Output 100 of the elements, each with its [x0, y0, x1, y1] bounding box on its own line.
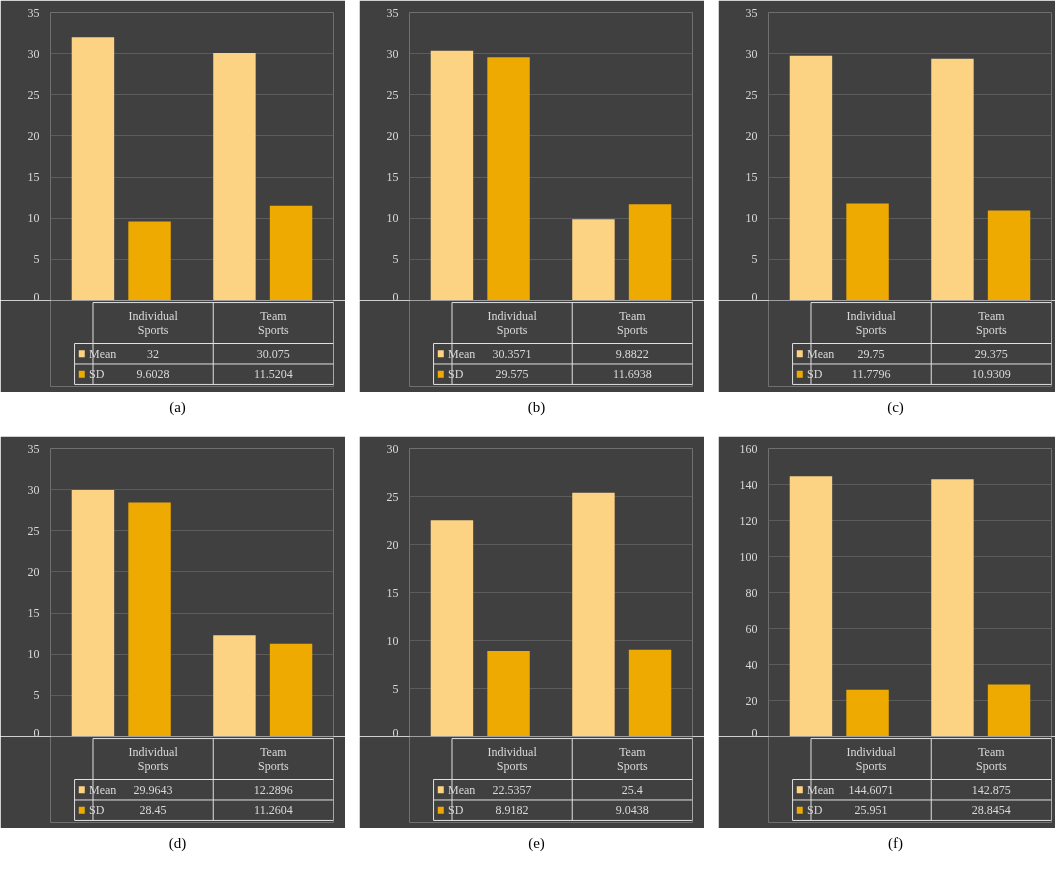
bar [987, 684, 1031, 736]
y-tick-label: 25 [386, 489, 399, 504]
legend-label: Mean [88, 782, 117, 797]
y-tick-label: 40 [745, 657, 758, 672]
y-tick-label: 35 [27, 441, 40, 456]
bar [628, 649, 672, 736]
data-label: 25.4 [621, 782, 643, 797]
y-tick-label: 20 [386, 128, 399, 143]
data-label: 29.575 [495, 367, 529, 382]
text: (b) [527, 398, 546, 417]
y-tick-label: 25 [27, 87, 40, 102]
y-tick-label: 0 [33, 725, 40, 740]
text: (a) [169, 398, 186, 417]
y-tick-label: 15 [386, 585, 399, 600]
data-label: 8.9182 [495, 803, 529, 818]
y-tick-label: 0 [33, 289, 40, 304]
x-tick-label: Team Sports [258, 745, 290, 773]
y-tick-label: 25 [386, 87, 399, 102]
y-tick-label: 20 [27, 564, 40, 579]
y-tick-label: 5 [392, 252, 399, 267]
data-label: 9.6028 [136, 367, 170, 382]
x-tick-label: Team Sports [976, 309, 1008, 337]
legend-label: Mean [806, 346, 835, 361]
data-label: 9.0438 [615, 803, 649, 818]
y-tick-label: 20 [745, 693, 758, 708]
x-tick-label: Individual Sports [487, 745, 538, 773]
y-tick-label: 30 [386, 46, 399, 61]
y-tick-label: 5 [33, 252, 40, 267]
legend-label: Mean [88, 346, 117, 361]
y-tick-label: 0 [751, 725, 758, 740]
x-tick-label: Individual Sports [846, 309, 897, 337]
y-tick-label: 30 [386, 441, 399, 456]
data-label: 29.9643 [133, 782, 173, 797]
data-label: 11.6938 [613, 367, 652, 382]
bar [213, 635, 256, 736]
y-tick-label: 20 [27, 128, 40, 143]
bar [987, 210, 1031, 300]
bar [430, 520, 474, 736]
y-tick-label: 10 [745, 211, 758, 226]
y-tick-label: 15 [386, 170, 399, 185]
bar [789, 55, 833, 300]
bar [572, 219, 615, 300]
bar [128, 221, 171, 300]
legend-label: Mean [447, 782, 476, 797]
data-label: 29.75 [857, 346, 885, 361]
y-tick-label: 15 [27, 170, 40, 185]
data-label: 142.875 [971, 782, 1011, 797]
bar [789, 476, 833, 736]
x-tick-label: Individual Sports [487, 309, 538, 337]
bar [269, 205, 313, 300]
bar [846, 203, 889, 300]
data-label: 11.2604 [254, 803, 293, 818]
y-tick-label: 25 [745, 87, 758, 102]
bar [269, 643, 313, 736]
bar [487, 650, 530, 736]
bar [128, 502, 171, 736]
y-tick-label: 0 [751, 289, 758, 304]
y-tick-label: 10 [27, 647, 40, 662]
data-label: 30.3571 [492, 346, 532, 361]
data-label: 10.9309 [971, 367, 1011, 382]
y-tick-label: 30 [27, 46, 40, 61]
y-tick-label: 160 [739, 441, 758, 456]
y-tick-label: 0 [392, 725, 399, 740]
data-label: 11.7796 [851, 367, 891, 382]
bar [846, 689, 889, 736]
text: (c) [887, 398, 904, 417]
data-label: 28.45 [139, 803, 167, 818]
x-tick-label: Individual Sports [128, 745, 179, 773]
x-tick-label: Individual Sports [128, 309, 179, 337]
legend-label: Mean [806, 782, 835, 797]
text: (f) [888, 834, 903, 853]
data-label: 28.8454 [971, 803, 1011, 818]
y-tick-label: 15 [27, 606, 40, 621]
y-tick-label: 35 [27, 5, 40, 20]
y-tick-label: 30 [745, 46, 758, 61]
y-tick-label: 25 [27, 523, 40, 538]
y-tick-label: 60 [745, 621, 758, 636]
y-tick-label: 0 [392, 289, 399, 304]
y-tick-label: 5 [751, 252, 758, 267]
y-tick-label: 100 [739, 549, 758, 564]
y-tick-label: 10 [386, 211, 399, 226]
bar [931, 479, 974, 736]
y-tick-label: 5 [392, 681, 399, 696]
data-label: 32 [147, 346, 160, 361]
legend-label: SD [447, 803, 464, 818]
data-label: 29.375 [974, 346, 1008, 361]
y-tick-label: 30 [27, 482, 40, 497]
legend-label: SD [806, 803, 823, 818]
data-label: 9.8822 [615, 346, 649, 361]
data-label: 144.6071 [848, 782, 894, 797]
legend-label: SD [447, 367, 464, 382]
x-tick-label: Team Sports [258, 309, 290, 337]
text: (d) [168, 834, 187, 853]
bar [931, 58, 974, 300]
data-label: 12.2896 [253, 782, 293, 797]
y-tick-label: 10 [386, 633, 399, 648]
bar [71, 37, 115, 300]
x-tick-label: Individual Sports [846, 745, 897, 773]
legend-label: SD [88, 803, 105, 818]
y-tick-label: 35 [386, 5, 399, 20]
